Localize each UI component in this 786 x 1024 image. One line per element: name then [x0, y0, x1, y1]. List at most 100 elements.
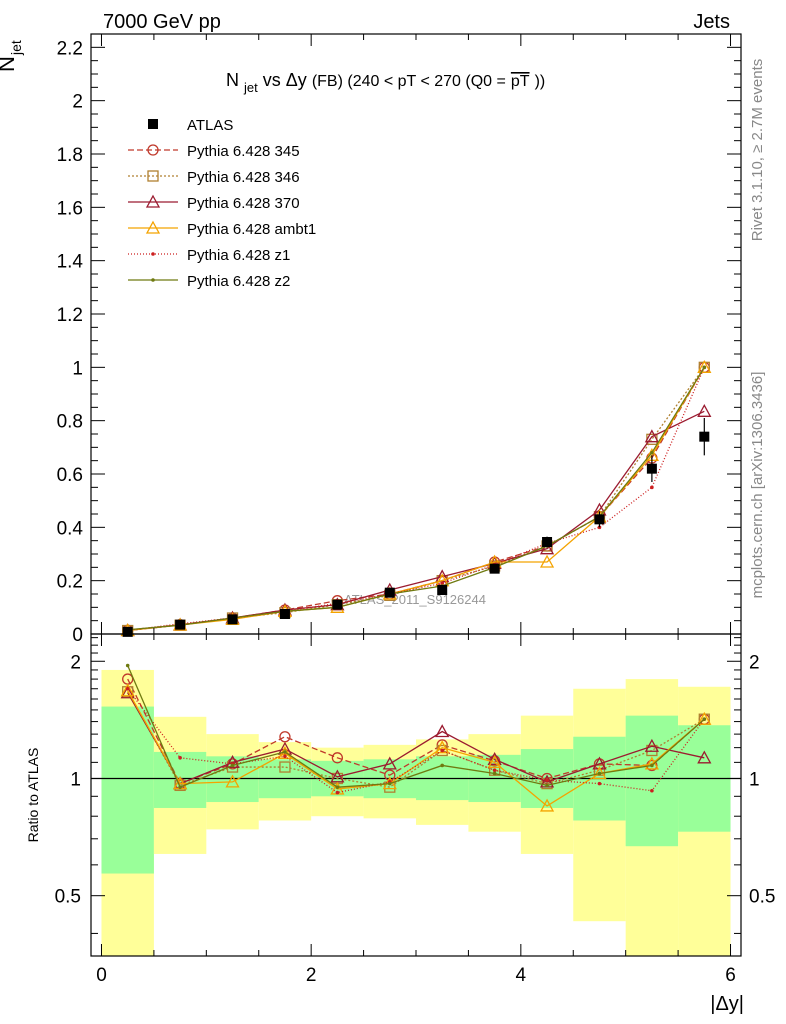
ratio-point: [382, 756, 397, 770]
data-point: [122, 626, 133, 637]
rivet-label: Rivet 3.1.10, ≥ 2.7M events: [749, 59, 766, 242]
ratio-ytick-label-right: 0.5: [749, 887, 775, 908]
main-ytick-label: 1.2: [57, 305, 83, 326]
legend-entry: Pythia 6.428 z2: [128, 273, 290, 290]
ratio-point: [120, 683, 135, 697]
legend-marker: [151, 252, 155, 256]
ratio-point: [440, 748, 445, 753]
ratio-point: [331, 752, 344, 764]
legend-marker: [145, 220, 161, 234]
mc-point: [650, 485, 654, 490]
mc-point: [650, 450, 654, 455]
main-ytick-label: 1: [72, 358, 83, 379]
data-point: [332, 599, 343, 610]
title-vs: vs: [263, 70, 286, 90]
main-ytick-label: 2.2: [57, 38, 83, 59]
legend-entry: Pythia 6.428 370: [128, 194, 300, 212]
ratio-point: [435, 724, 450, 738]
ratio-ytick-label-right: 2: [749, 652, 760, 673]
ratio-ytick-label: 0.5: [55, 887, 81, 908]
ratio-point: [597, 781, 602, 786]
ratio-point: [230, 763, 235, 768]
xtick-label: 2: [306, 965, 317, 986]
ratio-point: [125, 663, 130, 668]
band-inner: [101, 706, 154, 874]
ratio-line: [127, 665, 705, 788]
legend-label: Pythia 6.428 370: [187, 195, 300, 212]
mc-point: [644, 429, 659, 443]
data-point: [489, 563, 500, 574]
mc-point: [702, 365, 707, 370]
mc-point: [440, 581, 445, 586]
ratio-plot-area: 0 2 4 6 0.5 0.5 1 1 2 2: [55, 34, 775, 986]
ratio-point: [650, 788, 654, 793]
xtick-label: 6: [725, 965, 736, 986]
data-series: [122, 418, 710, 637]
ratio-point: [225, 755, 240, 769]
mc-line: [127, 366, 705, 631]
xtick-label: 4: [516, 965, 527, 986]
main-ytick-label: 1.6: [57, 198, 83, 219]
main-ylabel-sub: jet: [8, 40, 24, 56]
legend-entry: Pythia 6.428 z1: [128, 247, 290, 264]
ratio-point: [592, 756, 607, 770]
ratio-point: [702, 717, 707, 721]
legend: ATLAS Pythia 6.428 345 Pythia 6.428 346 Pyt…: [128, 117, 316, 290]
xtick-label: 0: [96, 965, 107, 986]
legend-marker: [147, 170, 159, 182]
ratio-point: [279, 761, 291, 773]
header-right: Jets: [693, 11, 730, 33]
mc-point: [539, 541, 555, 555]
ratio-point: [279, 731, 291, 743]
ratio-series-5: [125, 663, 707, 789]
ratio-point: [387, 781, 392, 786]
watermark: ATLAS_2011_S9126244: [344, 592, 486, 607]
ratio-point: [120, 685, 135, 699]
ratio-point: [283, 750, 287, 754]
legend-marker: [151, 278, 155, 282]
legend-entry: ATLAS: [148, 117, 233, 134]
ratio-point: [492, 768, 497, 773]
ratio-series-4: [125, 686, 707, 795]
data-point: [384, 587, 395, 598]
svg-text:N jet vs Δ: N jet vs Δy (FB) (240 < pT < 270 (Q0 = p…: [226, 70, 545, 96]
ratio-point: [435, 740, 450, 754]
data-point: [646, 463, 657, 474]
ratio-ytick-label-right: 1: [749, 769, 760, 790]
mc-point: [697, 403, 712, 417]
title-range: (240 < pT < 270 (Q0 =: [347, 73, 505, 90]
ratio-xlabel: |Δy|: [710, 993, 744, 1015]
title-dy: Δy: [286, 70, 307, 90]
main-ytick-label: 0.2: [57, 572, 83, 593]
data-point: [279, 609, 290, 619]
mc-point: [697, 359, 712, 373]
title-pt: pT: [511, 73, 530, 90]
main-ytick-label: 0.4: [57, 518, 84, 539]
legend-label: Pythia 6.428 ambt1: [187, 221, 316, 238]
mc-point: [539, 554, 555, 568]
ratio-point: [440, 763, 445, 768]
main-title: N jet vs Δy (FB) (240 < pT < 270 (Q0 = p…: [226, 70, 545, 96]
ratio-point: [697, 750, 712, 764]
ratio-ytick-label: 1: [70, 769, 81, 790]
data-point: [542, 537, 553, 547]
mcplots-label: mcplots.cern.ch [arXiv:1306.3436]: [749, 372, 766, 599]
ratio-point: [545, 783, 549, 788]
ratio-point: [225, 774, 240, 788]
ratio-point: [178, 756, 182, 760]
ratio-point: [597, 771, 602, 776]
band-inner: [625, 715, 679, 847]
legend-label: Pythia 6.428 346: [187, 169, 300, 186]
ratio-point: [283, 754, 287, 759]
data-point: [699, 431, 710, 442]
legend-marker: [148, 119, 158, 129]
ratio-line: [127, 691, 705, 788]
ratio-point: [492, 771, 497, 776]
data-point: [227, 614, 238, 625]
ratio-point: [335, 790, 340, 795]
title-n: N: [226, 70, 239, 90]
mc-line: [127, 367, 705, 631]
legend-marker: [145, 194, 161, 208]
main-ylabel-n: N: [0, 56, 19, 72]
legend-label: Pythia 6.428 z1: [187, 247, 290, 264]
